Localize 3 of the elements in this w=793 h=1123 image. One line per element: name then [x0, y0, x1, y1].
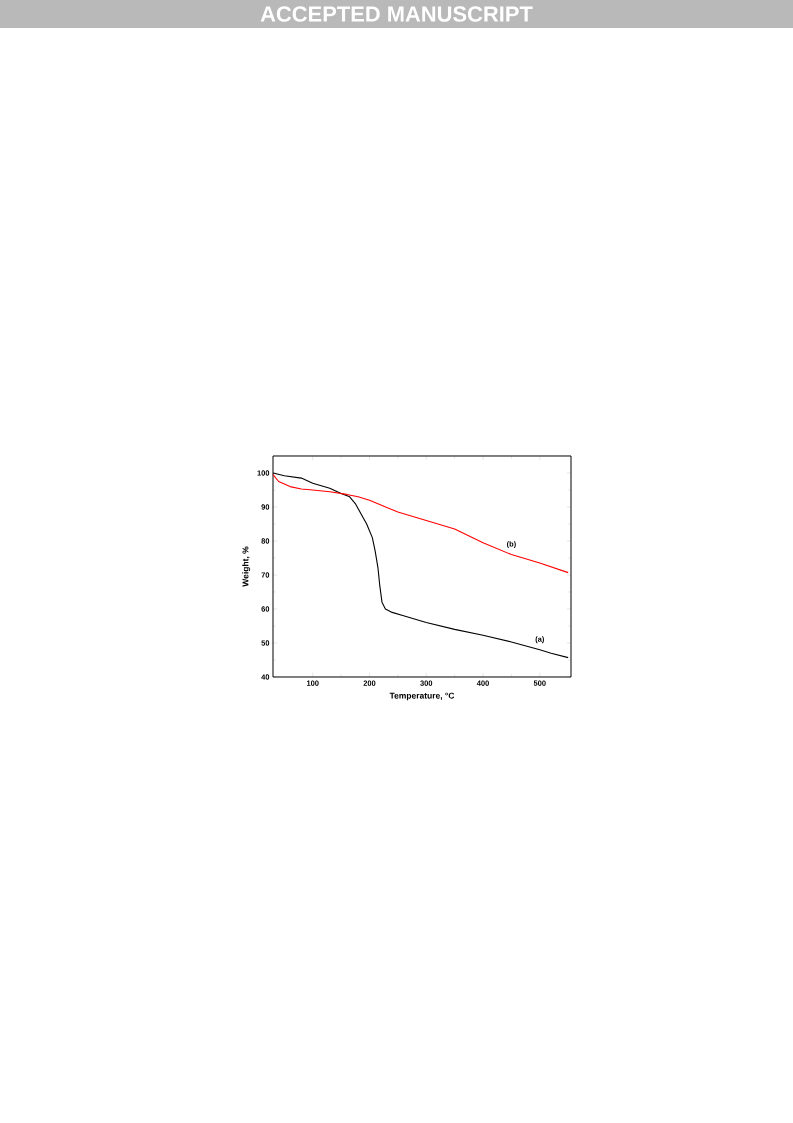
y-axis-title: Weight, % [242, 546, 251, 587]
x-axis-title: Temperature, °C [389, 692, 455, 701]
text: ACCEPTED MANUSCRIPT [260, 6, 533, 22]
